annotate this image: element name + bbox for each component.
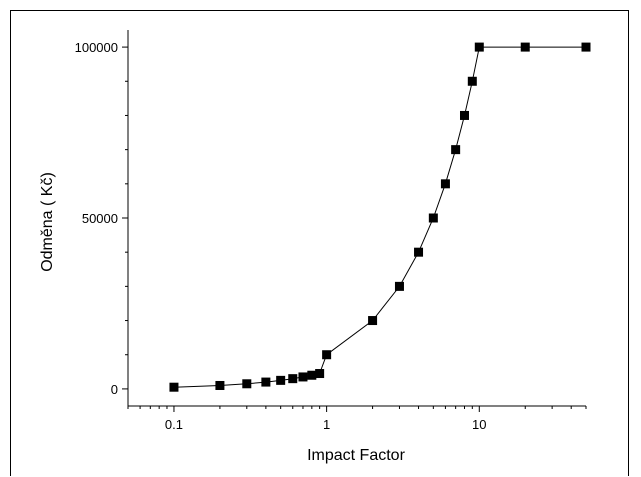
- x-tick-label: 1: [323, 417, 330, 432]
- data-point-marker: [414, 247, 424, 257]
- data-point-marker: [368, 316, 378, 326]
- chart-frame: [10, 10, 629, 476]
- data-point-marker: [242, 379, 252, 389]
- data-point-marker: [467, 76, 477, 86]
- data-point-marker: [474, 42, 484, 52]
- series-line: [173, 46, 586, 388]
- data-point-marker: [276, 375, 286, 385]
- x-tick-label: 0.1: [165, 417, 183, 432]
- data-point-marker: [169, 382, 179, 392]
- data-point-marker: [288, 374, 298, 384]
- data-point-marker: [520, 42, 530, 52]
- y-axis-title: Odměna ( Kč): [39, 172, 56, 272]
- x-tick-label: 10: [472, 417, 486, 432]
- data-point-marker: [428, 213, 438, 223]
- data-point-marker: [451, 145, 461, 155]
- y-tick-label: 50000: [82, 211, 118, 226]
- data-point-marker: [322, 350, 332, 360]
- y-tick-label: 100000: [75, 40, 118, 55]
- data-point-marker: [394, 281, 404, 291]
- data-point-marker: [261, 377, 271, 387]
- data-point-marker: [459, 110, 469, 120]
- data-point-marker: [298, 372, 308, 382]
- data-point-marker: [215, 380, 225, 390]
- data-point-marker: [315, 369, 325, 379]
- data-point-marker: [307, 370, 317, 380]
- data-point-marker: [440, 179, 450, 189]
- series-layer: [169, 42, 591, 392]
- x-axis-title: Impact Factor: [307, 447, 405, 464]
- y-axis: 0 50000 100000: [75, 30, 129, 406]
- x-axis: 0.1 1 10: [127, 405, 587, 432]
- data-point-marker: [581, 42, 591, 52]
- y-tick-label: 0: [111, 382, 118, 397]
